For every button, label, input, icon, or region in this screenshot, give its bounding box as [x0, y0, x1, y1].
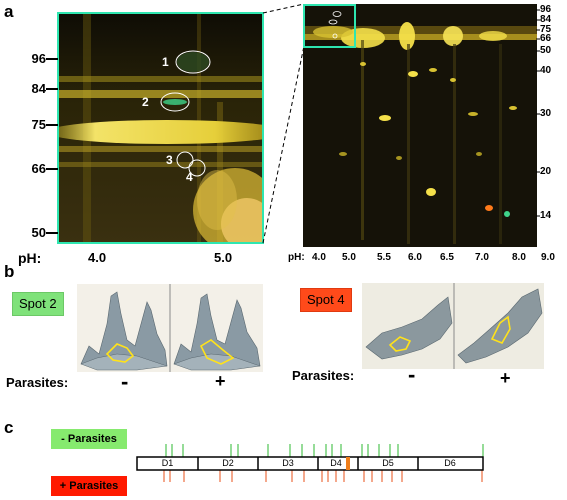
zoom-mw-tick: 50	[31, 225, 46, 240]
domain-label-d4: D4	[330, 458, 342, 468]
domain-label-d2: D2	[222, 458, 234, 468]
spot4-parasites-label: Parasites:	[292, 368, 355, 383]
full-ph-tick: 9.0	[541, 252, 555, 263]
spot4-plus-sign: +	[500, 368, 511, 388]
full-mw-tick: 50	[540, 45, 552, 56]
domain-tick-marks	[136, 444, 484, 482]
full-mw-tick: 14	[540, 210, 552, 221]
domain-label-d3: D3	[282, 458, 294, 468]
zoom-ph-tick: 4.0	[88, 250, 107, 265]
spot4-label-box: Spot 4	[300, 288, 352, 312]
plus-parasites-legend: + Parasites	[51, 476, 127, 496]
spot2-3d-plots	[77, 284, 263, 372]
full-mw-tick: 84	[540, 14, 552, 25]
spot2-parasites-label: Parasites:	[6, 375, 69, 390]
full-mw-tick-marks	[536, 9, 540, 217]
spot2-minus-sign: -	[121, 369, 129, 394]
domain-label-d6: D6	[444, 458, 456, 468]
spot2-plus-sign: +	[215, 371, 226, 391]
full-mw-tick: 20	[540, 166, 552, 177]
zoom-mw-tick-marks	[46, 58, 58, 234]
full-ph-tick: 6.5	[440, 252, 454, 263]
spot4-3d-plots	[362, 283, 544, 369]
full-mw-tick: 30	[540, 108, 552, 119]
full-ph-tick: 6.0	[408, 252, 422, 263]
minus-parasites-legend: - Parasites	[51, 429, 127, 449]
panel-label-a: a	[4, 2, 14, 21]
spot-number-4: 4	[186, 170, 193, 184]
panel-label-b: b	[4, 262, 15, 281]
zoom-connector-lines	[262, 3, 305, 244]
full-mw-tick: 66	[540, 33, 552, 44]
spot-number-3: 3	[166, 153, 173, 167]
zoom-mw-tick: 66	[31, 161, 46, 176]
full-ph-tick: 7.0	[475, 252, 489, 263]
full-ph-tick: 4.0	[312, 252, 326, 263]
zoom-ph-tick: 5.0	[214, 250, 233, 265]
spot2-label-box: Spot 2	[12, 292, 64, 316]
zoom-ph-label: pH:	[18, 250, 42, 266]
zoom-mw-tick: 75	[31, 117, 46, 132]
panel-label-c: c	[4, 418, 14, 437]
full-mw-tick: 75	[540, 24, 552, 35]
full-mw-tick: 96	[540, 4, 552, 15]
full-mw-tick: 40	[540, 65, 552, 76]
domain-label-d1: D1	[161, 458, 174, 468]
full-gel-image	[303, 4, 537, 247]
zoom-mw-tick: 96	[31, 51, 46, 66]
spot4-minus-sign: -	[408, 362, 416, 387]
full-ph-tick: 5.5	[377, 252, 391, 263]
zoom-mw-tick: 84	[31, 81, 46, 96]
zoomed-gel-image	[57, 12, 264, 244]
full-ph-label: pH:	[288, 252, 305, 263]
domain-label-d5: D5	[382, 458, 394, 468]
spot-number-1: 1	[162, 55, 169, 69]
spot-number-2: 2	[142, 95, 149, 109]
full-ph-tick: 8.0	[512, 252, 526, 263]
full-ph-tick: 5.0	[342, 252, 356, 263]
